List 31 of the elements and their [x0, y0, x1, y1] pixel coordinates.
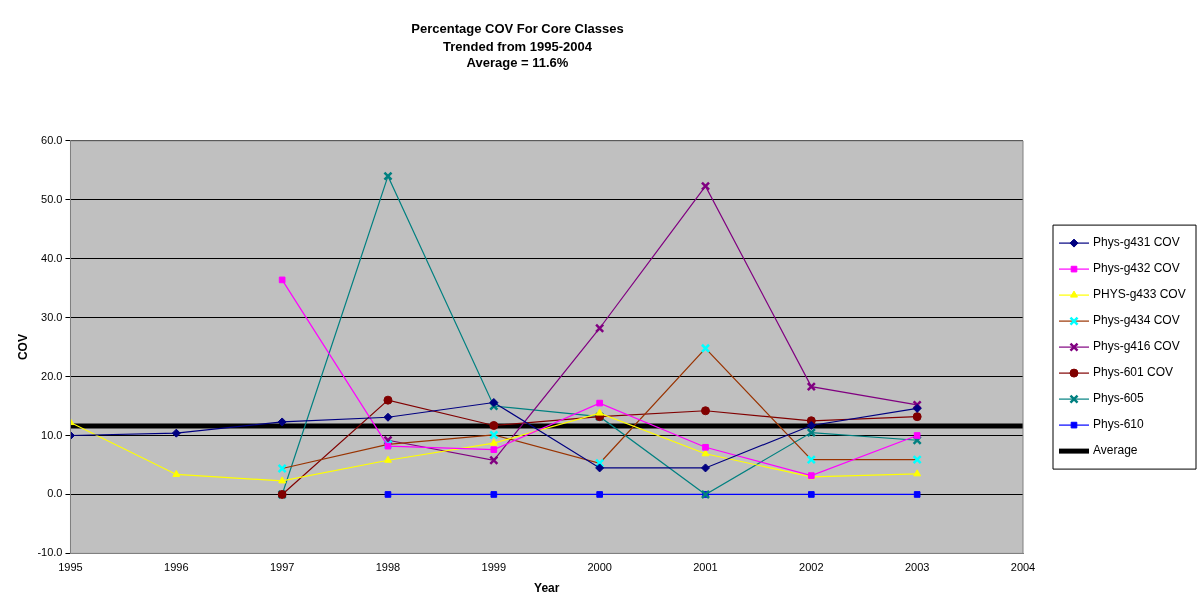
x-tick-label: 2003	[904, 561, 930, 574]
y-tick-label: 30.0	[41, 310, 63, 323]
legend-label: PHYS-g433 COV	[1093, 287, 1186, 302]
chart-title: Percentage COV For Core Classes	[411, 21, 624, 37]
x-tick-label: 1997	[269, 561, 295, 574]
y-tick-label: 20.0	[41, 369, 63, 382]
x-tick-label: 1995	[58, 561, 83, 574]
chart-subtitle: Trended from 1995-2004 Average = 11.6%	[443, 38, 593, 70]
legend-label: Phys-g434 COV	[1093, 313, 1180, 328]
y-tick-label: 60.0	[41, 133, 63, 146]
legend-label: Phys-g432 COV	[1093, 261, 1180, 276]
legend-label: Phys-605	[1093, 391, 1145, 406]
x-tick-label: 2002	[799, 561, 824, 574]
x-axis-title: Year	[534, 581, 560, 596]
x-tick-label: 2004	[1010, 561, 1036, 574]
y-tick-label: 0.0	[47, 487, 63, 500]
y-tick-label: 10.0	[41, 428, 63, 441]
x-tick-label: 2000	[587, 561, 612, 574]
legend-label: Phys-601 COV	[1093, 365, 1174, 380]
x-tick-label: 1999	[481, 561, 507, 574]
legend-label: Average	[1093, 443, 1138, 458]
y-tick-label: -10.0	[37, 546, 63, 559]
x-tick-label: 1996	[164, 561, 189, 574]
x-tick-label: 2001	[693, 561, 718, 574]
legend-label: Phys-g416 COV	[1093, 339, 1180, 354]
x-tick-label: 1998	[375, 561, 401, 574]
y-tick-label: 40.0	[41, 251, 63, 264]
y-tick-label: 50.0	[41, 192, 63, 205]
legend-label: Phys-610	[1093, 417, 1145, 432]
legend-label: Phys-g431 COV	[1093, 235, 1180, 250]
y-axis-title: COV	[15, 334, 30, 361]
